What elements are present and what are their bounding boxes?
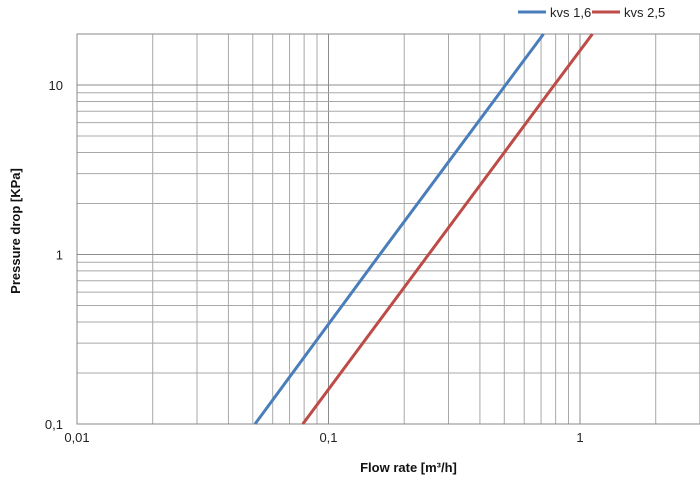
- y-tick-label: 10: [49, 78, 63, 93]
- x-tick-label: 1: [576, 430, 583, 445]
- x-tick-label: 0,1: [319, 430, 337, 445]
- series-line-1: [253, 33, 545, 425]
- plot-area: [76, 33, 700, 425]
- y-axis-title: Pressure drop [KPa]: [8, 168, 23, 294]
- x-tick-label: 0,01: [64, 430, 89, 445]
- legend: kvs 1,6 kvs 2,5: [518, 5, 665, 20]
- y-tick-label: 0,1: [45, 417, 63, 432]
- legend-label: kvs 1,6: [550, 5, 591, 20]
- legend-label: kvs 2,5: [624, 5, 665, 20]
- y-tick-labels: 0,1 1 10: [45, 78, 63, 432]
- grid: [76, 33, 700, 425]
- series-line-2: [301, 33, 594, 425]
- x-axis-title: Flow rate [m³/h]: [360, 460, 457, 475]
- series-lines: [253, 33, 594, 425]
- y-tick-label: 1: [56, 248, 63, 263]
- x-tick-labels: 0,01 0,1 1: [64, 430, 583, 445]
